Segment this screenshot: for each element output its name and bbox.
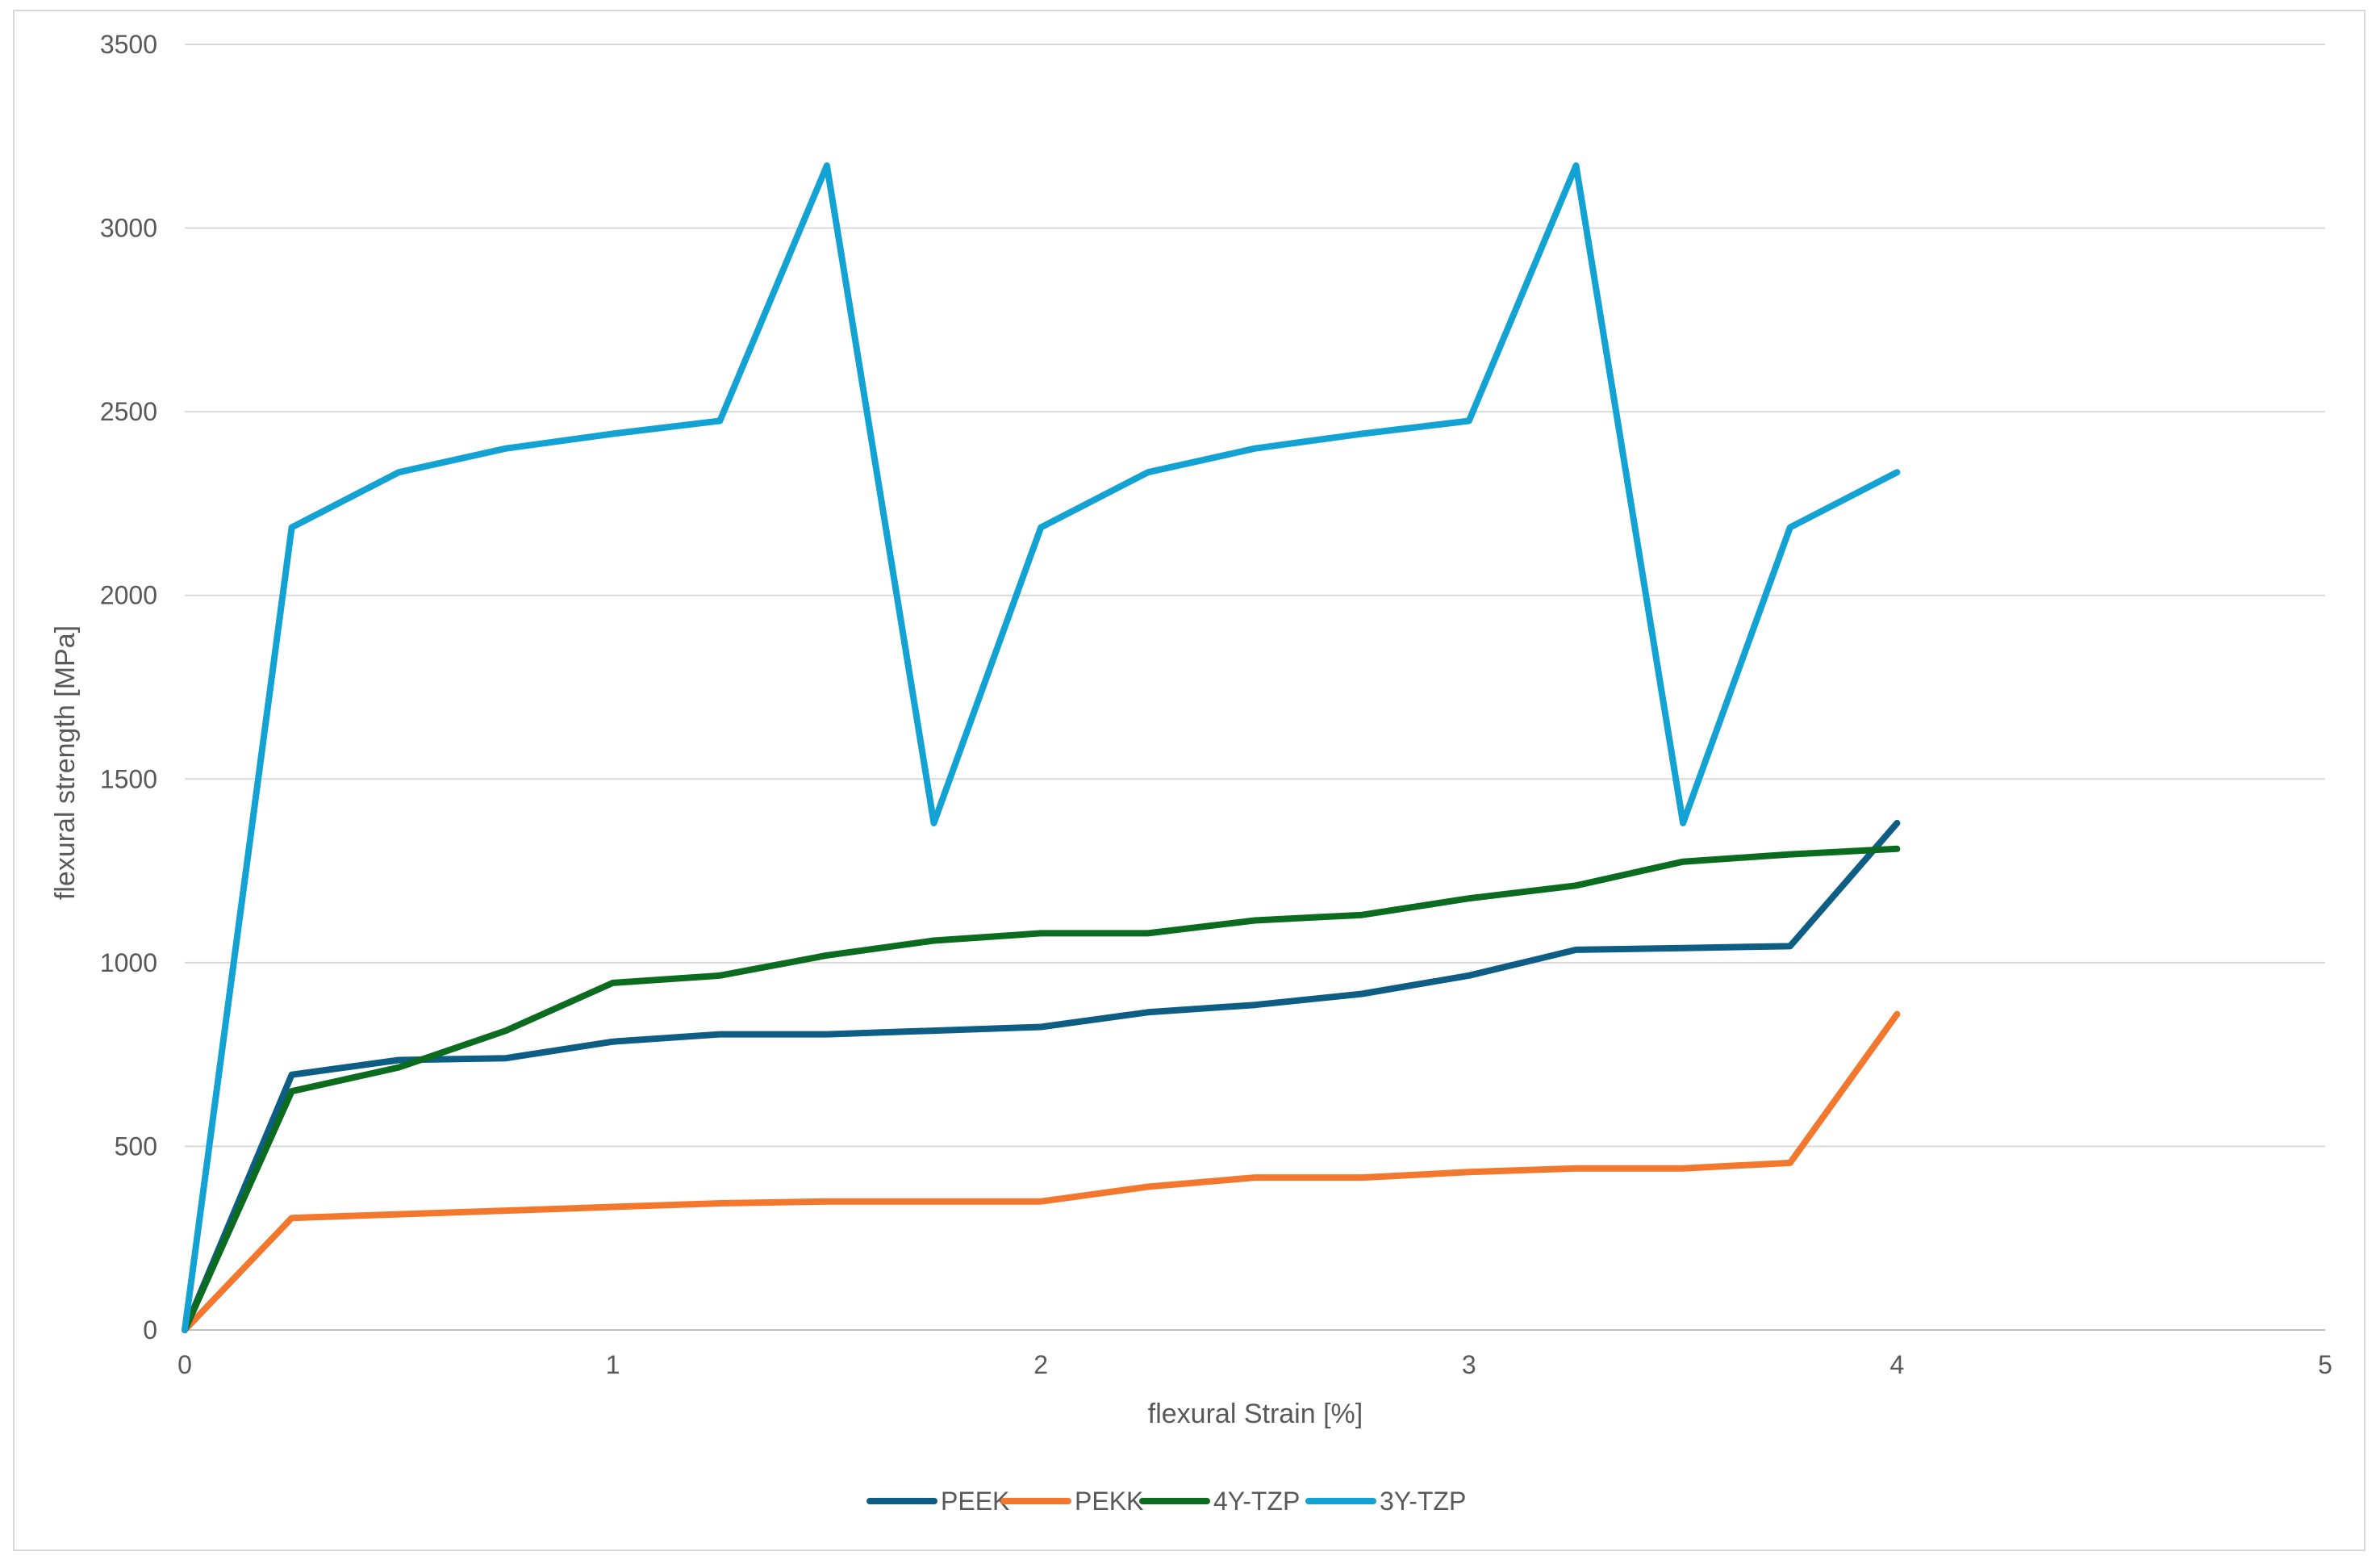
legend-item-pekk: PEKK (1000, 1487, 1143, 1516)
x-tick-label: 2 (1033, 1350, 1048, 1379)
legend-label: 3Y-TZP (1380, 1487, 1466, 1516)
legend: PEEK PEKK 4Y-TZP 3Y-TZP (866, 1487, 1466, 1516)
series-line-4y-tzp (182, 845, 1901, 1333)
y-tick-label: 500 (115, 1131, 157, 1161)
chart-frame (13, 10, 2365, 1551)
x-axis-title: flexural Strain [%] (1148, 1399, 1363, 1429)
legend-label: 4Y-TZP (1213, 1487, 1300, 1516)
series-line-pekk (182, 1010, 1901, 1333)
legend-item-peek: PEEK (866, 1487, 1009, 1516)
x-tick-label: 0 (177, 1350, 192, 1379)
x-tick-label: 1 (606, 1350, 620, 1379)
y-tick-label: 3500 (100, 30, 157, 59)
series-lines (182, 162, 1901, 1333)
y-tick-label: 3000 (100, 214, 157, 243)
y-tick-label: 1500 (100, 764, 157, 793)
gridlines (185, 44, 2325, 1148)
series-line-3y-tzp (182, 162, 1901, 1333)
x-tick-label: 3 (1462, 1350, 1476, 1379)
y-tick-label: 1000 (100, 948, 157, 977)
series-line-peek (182, 819, 1901, 1333)
legend-label: PEKK (1075, 1487, 1143, 1516)
y-tick-label: 2000 (100, 581, 157, 610)
y-axis-title: flexural strength [MPa] (50, 625, 81, 900)
legend-label: PEEK (941, 1487, 1009, 1516)
legend-item-4y-tzp: 4Y-TZP (1139, 1487, 1300, 1516)
y-tick-label: 0 (143, 1315, 157, 1345)
x-tick-label: 4 (1890, 1350, 1905, 1379)
y-tick-labels: 0 500 1000 1500 2000 2500 3000 3500 (100, 30, 157, 1345)
x-tick-labels: 0 1 2 3 4 5 (177, 1350, 2332, 1379)
x-tick-label: 5 (2318, 1350, 2332, 1379)
y-tick-label: 2500 (100, 397, 157, 426)
legend-item-3y-tzp: 3Y-TZP (1305, 1487, 1466, 1516)
